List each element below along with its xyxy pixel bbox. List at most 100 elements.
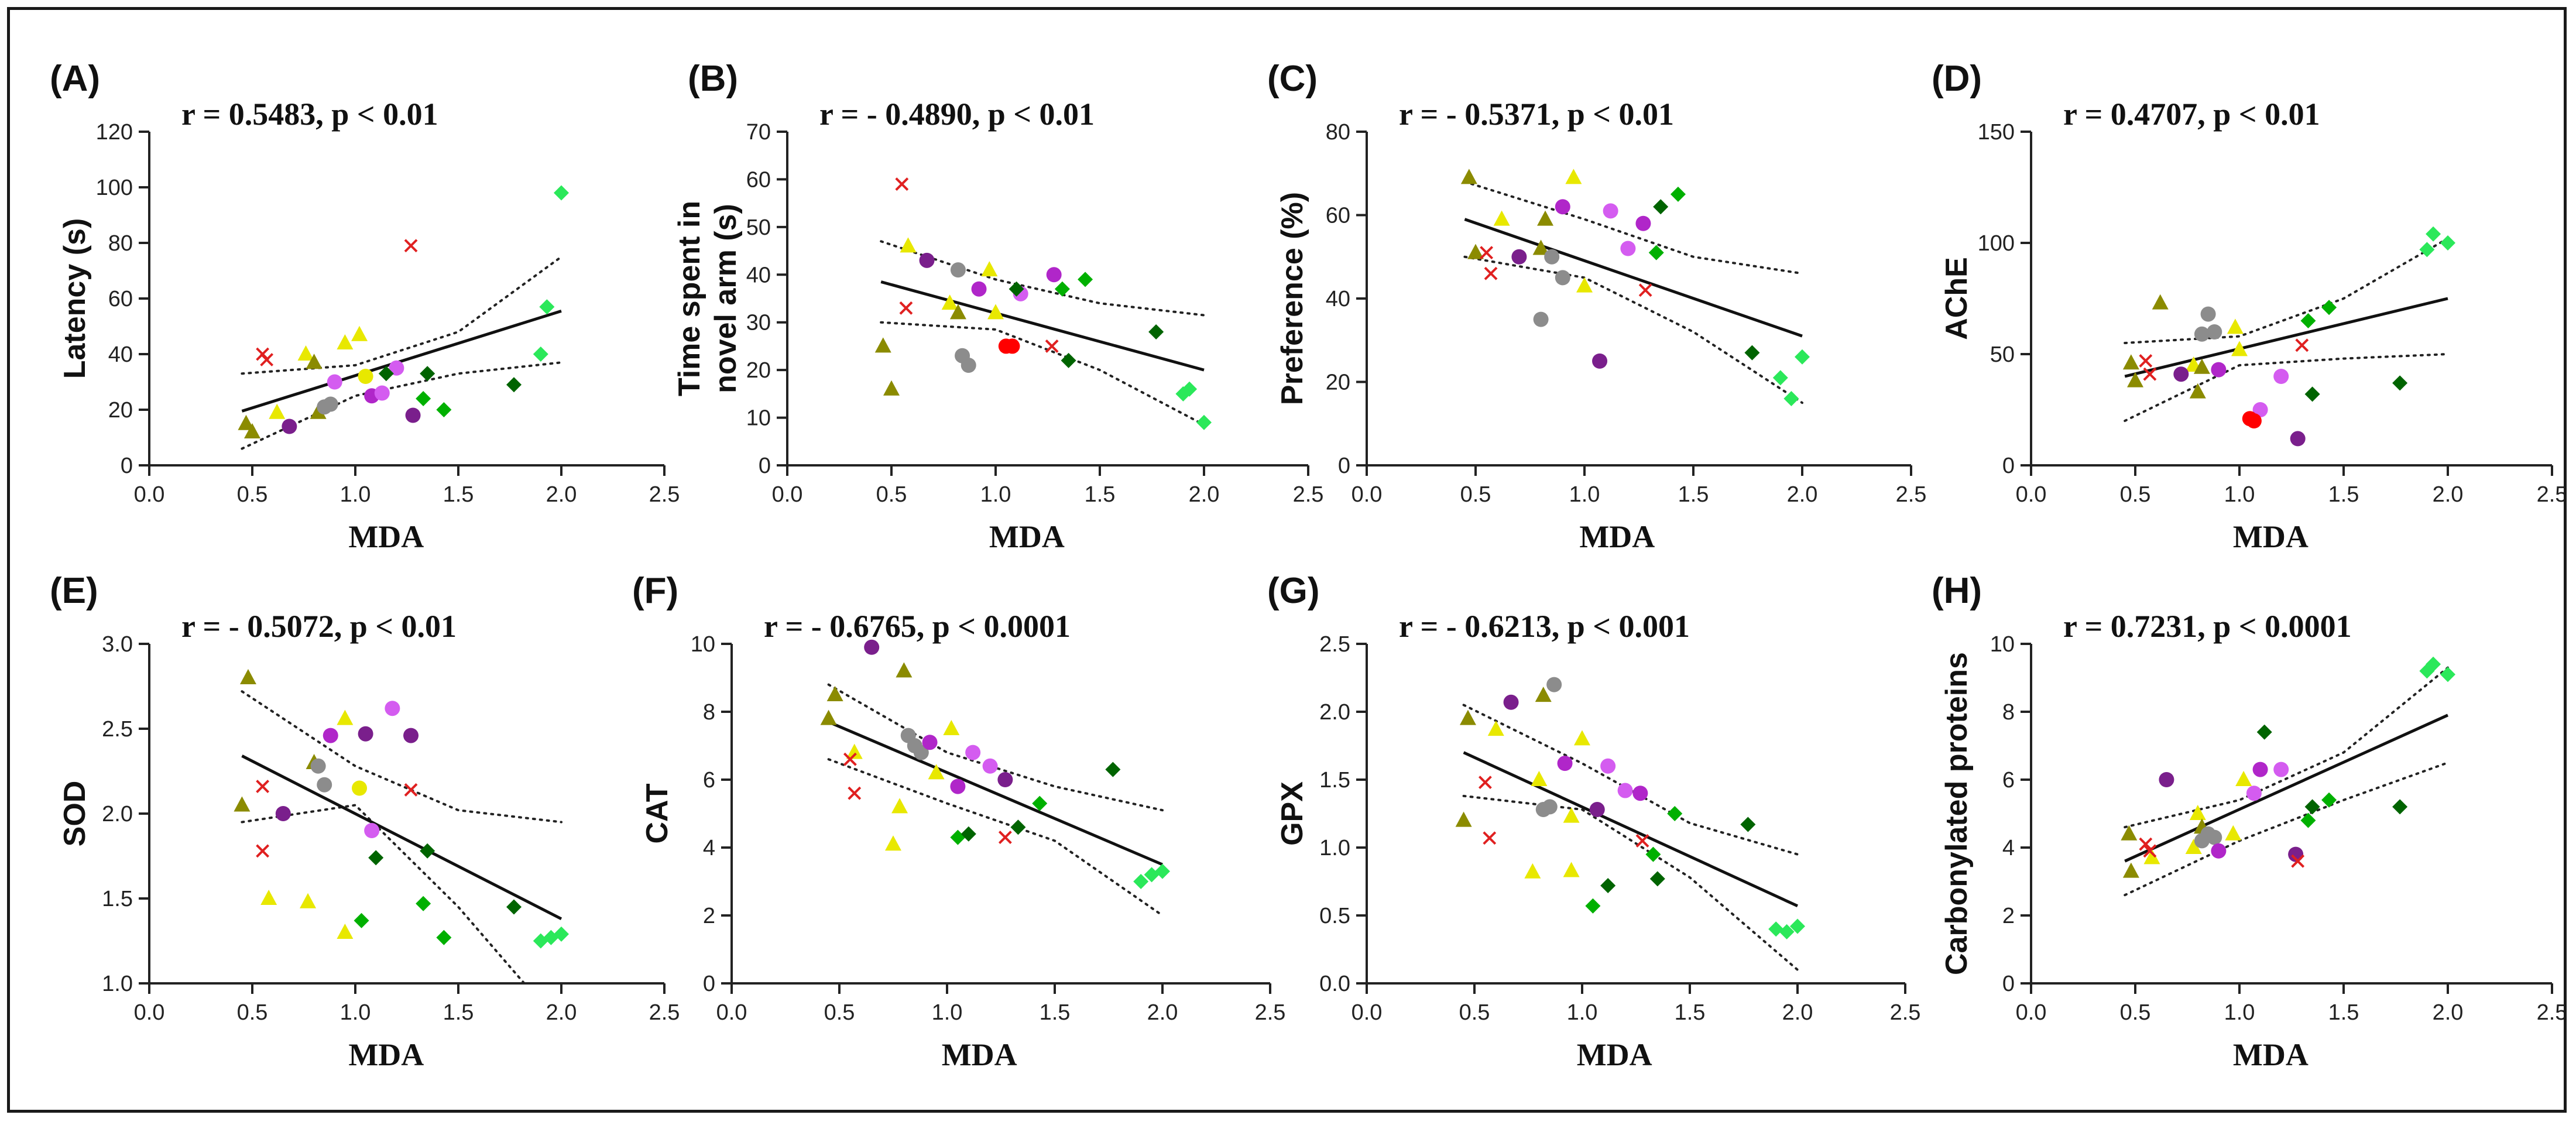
x-tick-label: 2.0 — [546, 482, 577, 507]
y-axis-label: AChE — [1940, 257, 1974, 340]
x-tick-label: 1.5 — [2328, 482, 2359, 507]
data-point — [1105, 762, 1121, 777]
x-tick-label: 0.0 — [716, 1000, 747, 1025]
chart-title: r = - 0.5072, p < 0.01 — [181, 609, 457, 644]
y-tick-label: 0 — [2002, 972, 2015, 996]
data-point — [1667, 806, 1683, 821]
data-point — [1653, 199, 1669, 215]
x-tick-label: 1.0 — [932, 1000, 963, 1025]
x-tick-label: 2.0 — [1147, 1000, 1178, 1025]
y-tick-label: 8 — [2002, 700, 2015, 725]
data-point — [2211, 843, 2227, 859]
ci-upper-curve — [241, 255, 562, 375]
data-point — [2440, 235, 2455, 251]
data-point — [2256, 724, 2272, 740]
data-point — [374, 385, 390, 401]
data-point — [1544, 249, 1560, 265]
data-point — [943, 720, 960, 735]
x-tick-label: 2.0 — [1189, 482, 1220, 507]
x-tick-label: 1.5 — [1085, 482, 1116, 507]
y-tick-label: 20 — [108, 398, 133, 423]
x-tick-label: 2.0 — [2433, 1000, 2464, 1025]
x-tick-label: 1.0 — [1567, 1000, 1598, 1025]
data-point — [420, 843, 435, 859]
data-point — [404, 239, 418, 253]
y-tick-label: 30 — [746, 311, 771, 335]
data-point — [1487, 721, 1504, 736]
y-tick-label: 2.0 — [1319, 700, 1350, 725]
x-tick-label: 2.5 — [1896, 482, 1927, 507]
data-point — [1546, 677, 1562, 692]
data-point — [1483, 831, 1497, 845]
chart-panel-d: 0.0 0.5 1.0 1.5 2.0 2.5 0 50 100 150 (D) r = 0.4707… — [1932, 59, 2567, 554]
data-point — [2440, 667, 2455, 682]
data-point — [2152, 294, 2169, 310]
chart-title: r = - 0.5371, p < 0.01 — [1399, 97, 1674, 132]
data-point — [260, 890, 277, 905]
data-point — [416, 391, 431, 406]
data-point — [354, 913, 369, 928]
data-point — [2290, 431, 2306, 447]
y-tick-label: 1.0 — [102, 972, 133, 996]
data-point — [895, 177, 909, 191]
regression-line — [2124, 297, 2448, 378]
x-axis-label: MDA — [348, 519, 424, 554]
data-point — [358, 726, 373, 742]
ci-lower-curve — [2124, 353, 2449, 422]
y-tick-label: 0 — [703, 972, 715, 996]
data-point — [2392, 375, 2408, 391]
ci-lower-curve — [1463, 255, 1803, 404]
chart-panel-h: 0.0 0.5 1.0 1.5 2.0 2.5 0 2 4 6 8 10 (H) r = 0.7231, … — [1932, 571, 2567, 1072]
data-point — [919, 252, 935, 268]
data-point — [2291, 854, 2305, 868]
x-tick-label: 1.0 — [980, 482, 1011, 507]
data-point — [1046, 267, 1062, 283]
data-point — [2127, 372, 2143, 387]
data-point — [820, 709, 837, 725]
data-point — [436, 930, 452, 945]
data-point — [1576, 277, 1593, 293]
y-tick-label: 2.5 — [1319, 632, 1350, 657]
data-point — [891, 798, 908, 814]
y-tick-label: 6 — [2002, 768, 2015, 793]
regression-line — [2124, 714, 2449, 863]
data-point — [848, 786, 862, 800]
data-point — [1182, 381, 1198, 397]
y-tick-label: 20 — [746, 358, 771, 383]
data-point — [404, 783, 418, 797]
data-point — [1467, 243, 1484, 259]
data-point — [2225, 825, 2242, 841]
data-point — [2426, 656, 2441, 672]
data-point — [378, 366, 394, 382]
data-point — [1740, 817, 1756, 832]
data-point — [2207, 324, 2222, 339]
data-point — [1600, 758, 1616, 774]
y-axis-label: Preference (%) — [1275, 192, 1309, 405]
data-point — [539, 299, 555, 315]
y-tick-label: 4 — [703, 836, 715, 860]
data-point — [1772, 370, 1788, 386]
data-point — [275, 806, 291, 821]
data-point — [950, 778, 966, 794]
data-point — [358, 369, 373, 384]
data-point — [2143, 849, 2160, 865]
data-point — [1768, 921, 1784, 937]
x-tick-label: 2.0 — [1782, 1000, 1813, 1025]
x-tick-label: 0.5 — [237, 1000, 268, 1025]
y-tick-label: 2.0 — [102, 802, 133, 826]
data-point — [554, 185, 569, 201]
y-tick-label: 80 — [1326, 120, 1350, 145]
data-point — [2207, 829, 2222, 845]
data-point — [269, 403, 286, 419]
y-axis-label: CAT — [640, 783, 674, 843]
data-point — [2426, 226, 2441, 242]
y-tick-label: 0 — [759, 454, 771, 478]
data-point — [364, 823, 380, 838]
data-point — [256, 844, 270, 858]
data-point — [1061, 352, 1076, 368]
data-point — [420, 366, 435, 382]
data-point — [1585, 898, 1601, 914]
data-point — [1484, 266, 1498, 280]
data-point — [244, 423, 260, 438]
